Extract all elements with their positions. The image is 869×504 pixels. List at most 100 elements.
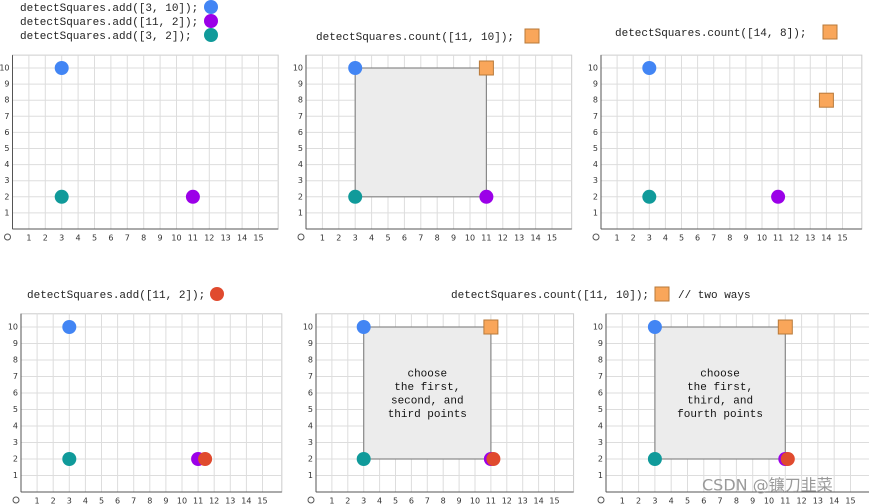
point	[62, 452, 77, 466]
code-caption: detectSquares.add([3, 10]);	[20, 3, 198, 15]
code-caption: detectSquares.count([11, 10]);	[451, 290, 649, 302]
origin-symbol	[4, 233, 11, 241]
square-outline	[654, 326, 786, 460]
y-tick-label: 9	[308, 339, 313, 348]
y-tick-label: 5	[13, 405, 18, 414]
x-tick-label: 5	[99, 497, 104, 504]
x-tick-label: 10	[177, 497, 187, 504]
x-tick-label: 10	[757, 234, 767, 243]
x-tick-label: 11	[486, 497, 496, 504]
y-tick-label: 1	[4, 208, 9, 217]
point	[54, 189, 69, 204]
point	[210, 287, 224, 301]
x-tick-label: 10	[764, 497, 774, 504]
annotation: choose	[700, 368, 740, 380]
y-tick-label: 9	[298, 80, 303, 89]
square-marker	[818, 92, 834, 108]
y-tick-label: 10	[8, 323, 18, 332]
x-tick-label: 15	[547, 234, 557, 243]
x-tick-label: 7	[711, 234, 716, 243]
y-tick-label: 5	[4, 144, 9, 153]
y-tick-label: 9	[13, 339, 18, 348]
x-tick-label: 15	[549, 497, 559, 504]
point	[642, 61, 657, 75]
code-caption: detectSquares.count([11, 10]);	[316, 32, 514, 44]
square-marker	[654, 286, 670, 302]
square-marker	[777, 319, 793, 335]
point	[647, 452, 662, 466]
x-tick-label: 1	[329, 497, 334, 504]
y-tick-label: 3	[598, 438, 603, 447]
x-tick-label: 7	[418, 234, 423, 243]
y-tick-label: 5	[593, 144, 598, 153]
x-tick-label: 15	[253, 234, 263, 243]
x-tick-label: 6	[701, 497, 706, 504]
x-tick-label: 9	[451, 234, 456, 243]
x-tick-label: 14	[829, 497, 839, 504]
x-tick-label: 9	[163, 497, 168, 504]
x-tick-label: 2	[631, 234, 636, 243]
x-tick-label: 13	[221, 234, 231, 243]
x-tick-label: 11	[481, 234, 491, 243]
origin-symbol	[12, 496, 20, 504]
y-tick-label: 5	[598, 405, 603, 414]
y-tick-label: 2	[298, 192, 303, 201]
x-tick-label: 3	[647, 234, 652, 243]
x-tick-label: 14	[237, 234, 247, 243]
y-tick-label: 2	[593, 192, 598, 201]
point	[771, 189, 786, 204]
origin-symbol	[597, 496, 605, 504]
x-tick-label: 12	[204, 234, 214, 243]
x-tick-label: 1	[35, 497, 40, 504]
x-tick-label: 6	[108, 234, 113, 243]
origin-symbol	[307, 496, 315, 504]
x-tick-label: 9	[158, 234, 163, 243]
annotation: third points	[388, 409, 467, 421]
x-tick-label: 10	[470, 497, 480, 504]
y-tick-label: 1	[598, 471, 603, 480]
x-tick-label: 4	[663, 234, 668, 243]
point	[356, 320, 371, 334]
y-tick-label: 7	[598, 372, 603, 381]
x-tick-label: 14	[534, 497, 544, 504]
y-tick-label: 6	[298, 128, 303, 137]
x-tick-label: 11	[780, 497, 790, 504]
y-tick-label: 3	[593, 176, 598, 185]
y-tick-label: 10	[303, 323, 313, 332]
y-tick-label: 4	[298, 160, 303, 169]
point	[204, 0, 218, 14]
y-tick-label: 4	[4, 160, 9, 169]
y-tick-label: 2	[598, 455, 603, 464]
y-tick-label: 8	[4, 96, 9, 105]
y-tick-label: 4	[308, 422, 313, 431]
x-tick-label: 5	[393, 497, 398, 504]
x-tick-label: 12	[789, 234, 799, 243]
y-tick-label: 1	[308, 471, 313, 480]
point	[185, 189, 200, 204]
code-caption: detectSquares.add([3, 2]);	[20, 31, 192, 43]
y-tick-label: 1	[593, 208, 598, 217]
origin-symbol	[592, 233, 600, 241]
x-tick-label: 12	[209, 497, 219, 504]
code-caption: detectSquares.count([14, 8]);	[615, 28, 806, 40]
x-tick-label: 14	[821, 234, 831, 243]
x-tick-label: 1	[620, 497, 625, 504]
x-tick-label: 10	[171, 234, 181, 243]
y-tick-label: 3	[298, 176, 303, 185]
annotation: second, and	[391, 395, 464, 407]
y-tick-label: 8	[298, 96, 303, 105]
y-tick-label: 10	[293, 64, 303, 73]
y-tick-label: 10	[0, 64, 10, 73]
point	[348, 189, 363, 204]
x-tick-label: 8	[147, 497, 152, 504]
grid-frame	[12, 54, 279, 230]
y-tick-label: 10	[593, 323, 603, 332]
y-tick-label: 10	[588, 64, 598, 73]
grid-frame	[20, 313, 283, 493]
x-tick-label: 6	[402, 234, 407, 243]
x-tick-label: 4	[83, 497, 88, 504]
point	[479, 189, 494, 204]
square-marker	[822, 24, 838, 40]
point	[54, 61, 69, 75]
